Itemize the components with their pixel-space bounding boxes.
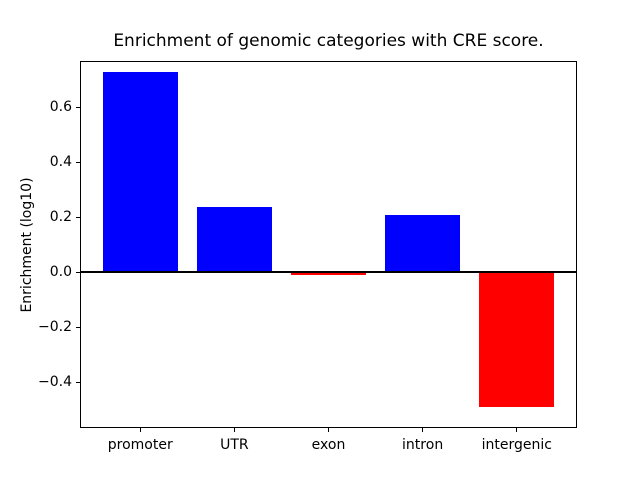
y-tick-label: −0.4 <box>38 373 72 390</box>
y-tick-label: 0.4 <box>49 154 72 171</box>
x-tick-mark <box>516 428 518 432</box>
x-tick-label-UTR: UTR <box>220 437 249 453</box>
y-tick-label: 0.0 <box>49 263 72 280</box>
zero-line <box>80 271 577 274</box>
bar-intergenic <box>479 272 555 407</box>
x-tick-mark <box>328 428 329 432</box>
x-tick-label-promoter: promoter <box>107 437 173 453</box>
y-tick-mark <box>76 326 80 328</box>
bar-intron <box>384 214 461 273</box>
y-tick-label: 0.6 <box>49 99 72 116</box>
bar-promoter <box>102 72 178 273</box>
y-tick-mark <box>76 217 80 219</box>
chart-title: Enrichment of genomic categories with CR… <box>113 31 544 51</box>
y-axis-label: Enrichment (log10) <box>19 177 35 313</box>
y-tick-label: 0.2 <box>49 209 72 226</box>
x-tick-mark <box>139 428 141 432</box>
y-tick-mark <box>76 381 80 383</box>
y-tick-mark <box>76 107 80 109</box>
bar-exon <box>290 272 367 276</box>
x-tick-mark <box>422 428 424 432</box>
y-tick-label: −0.2 <box>38 318 72 335</box>
y-tick-mark <box>76 162 80 164</box>
x-tick-label-exon: exon <box>311 437 346 453</box>
x-tick-mark <box>233 428 235 432</box>
x-tick-label-intergenic: intergenic <box>481 437 552 453</box>
x-tick-label-intron: intron <box>402 437 444 453</box>
y-tick-mark <box>76 271 80 273</box>
bar-UTR <box>196 206 273 273</box>
